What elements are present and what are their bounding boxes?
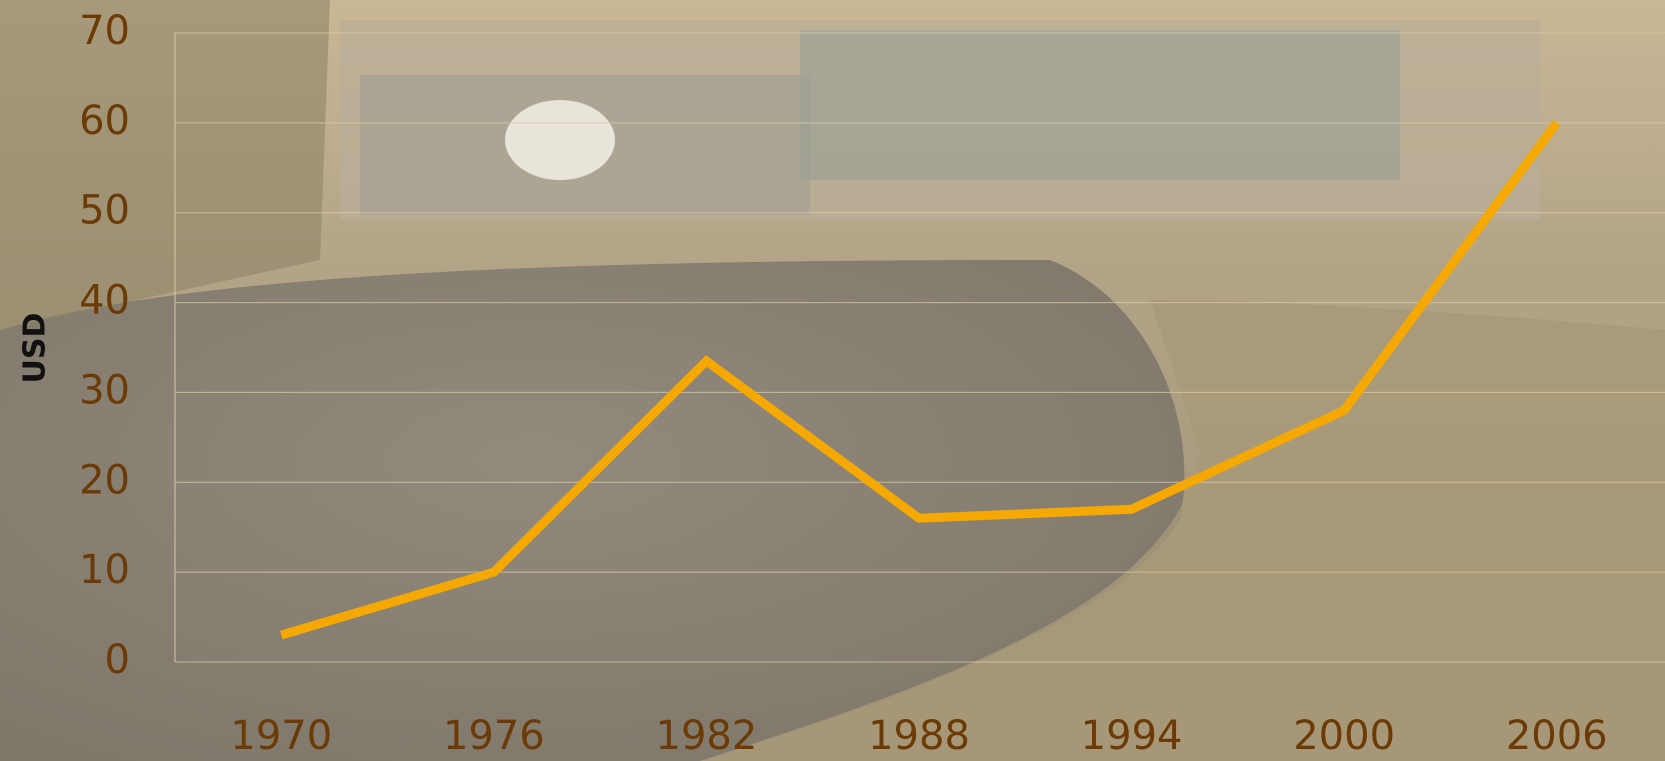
- x-tick-label: 1976: [443, 713, 545, 759]
- data-line: [280, 120, 1561, 640]
- y-tick-label: 20: [79, 457, 130, 503]
- x-tick-label: 2000: [1293, 713, 1395, 759]
- x-tick-label: 1988: [868, 713, 970, 759]
- y-tick-label: 0: [105, 637, 130, 683]
- x-tick-label: 2006: [1506, 713, 1608, 759]
- y-tick-label: 70: [79, 8, 130, 54]
- y-tick-label: 60: [79, 98, 130, 144]
- x-tick-label: 1982: [656, 713, 758, 759]
- y-tick-label: 50: [79, 188, 130, 234]
- y-tick-label: 30: [79, 367, 130, 413]
- y-axis-label: USD: [18, 313, 53, 384]
- y-tick-label: 40: [79, 278, 130, 324]
- y-tick-label: 10: [79, 547, 130, 593]
- x-tick-label: 1994: [1081, 713, 1183, 759]
- x-tick-label: 1970: [230, 713, 332, 759]
